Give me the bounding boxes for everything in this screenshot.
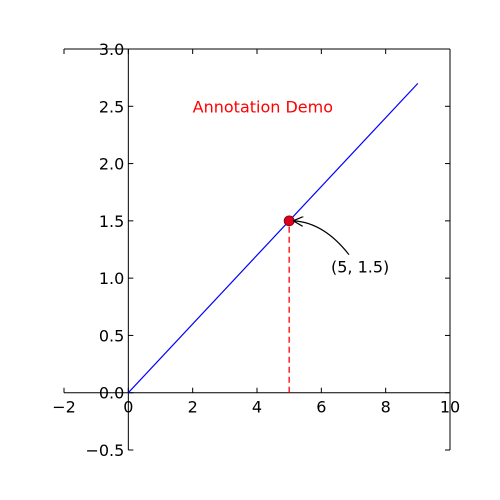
x-tick-label: 2 <box>188 398 198 417</box>
point-annotation-label: (5, 1.5) <box>331 258 389 277</box>
y-tick-label: 0.5 <box>99 326 124 345</box>
annotation-arrow <box>294 221 350 256</box>
x-tick-label: −2 <box>52 398 76 417</box>
tick-labels: −2 0 2 4 6 8 10 −0.5 0.0 0.5 1.0 1.5 2.0 2.5 3.0 <box>52 40 460 460</box>
annotation-demo-text: Annotation Demo <box>193 97 333 116</box>
y-tick-label: −0.5 <box>85 441 124 460</box>
plot-area <box>127 82 419 394</box>
x-tick-label: 8 <box>381 398 391 417</box>
y-tick-label: 3.0 <box>99 40 124 59</box>
y-tick-label: 0.0 <box>99 384 124 403</box>
x-tick-label: 10 <box>440 398 460 417</box>
y-tick-label: 1.5 <box>99 212 124 231</box>
y-tick-label: 1.0 <box>99 269 124 288</box>
x-tick-label: 0 <box>123 398 133 417</box>
highlight-point <box>283 215 295 227</box>
y-tick-label: 2.0 <box>99 155 124 174</box>
series-line <box>127 82 419 394</box>
x-tick-label: 4 <box>252 398 262 417</box>
y-tick-label: 2.5 <box>99 97 124 116</box>
x-tick-label: 6 <box>316 398 326 417</box>
